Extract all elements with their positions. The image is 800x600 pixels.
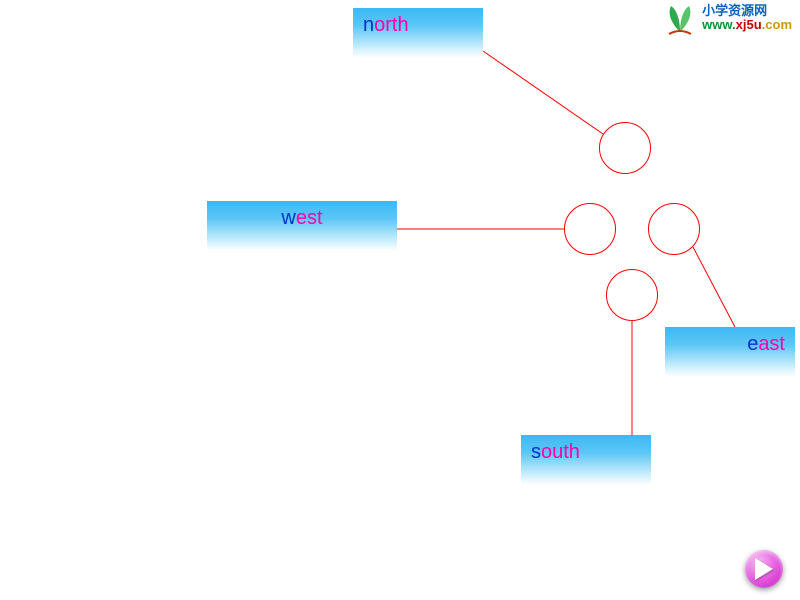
box-west: west xyxy=(207,201,397,251)
diagram-stage: north west south east 小学资源网 www.xj5u.com xyxy=(0,0,800,600)
west-rest: est xyxy=(296,207,323,229)
south-first-letter: s xyxy=(531,441,541,463)
box-north: north xyxy=(353,8,483,58)
west-first-letter: w xyxy=(281,207,295,229)
site-logo: 小学资源网 www.xj5u.com xyxy=(663,4,792,36)
node-circle-right xyxy=(648,203,700,255)
connector-lines xyxy=(0,0,800,600)
node-circle-left xyxy=(564,203,616,255)
north-rest: orth xyxy=(374,14,408,36)
south-rest: outh xyxy=(541,441,580,463)
logo-url: www.xj5u.com xyxy=(702,17,792,32)
next-arrow-button[interactable] xyxy=(745,550,783,588)
north-first-letter: n xyxy=(363,14,374,36)
logo-cn-text: 小学资源网 xyxy=(702,3,767,18)
node-circle-bottom xyxy=(606,269,658,321)
east-first-letter: e xyxy=(747,333,758,355)
box-east: east xyxy=(665,327,795,377)
box-south: south xyxy=(521,435,651,485)
leaf-icon xyxy=(663,4,697,36)
east-rest: ast xyxy=(758,333,785,355)
node-circle-top xyxy=(599,122,651,174)
